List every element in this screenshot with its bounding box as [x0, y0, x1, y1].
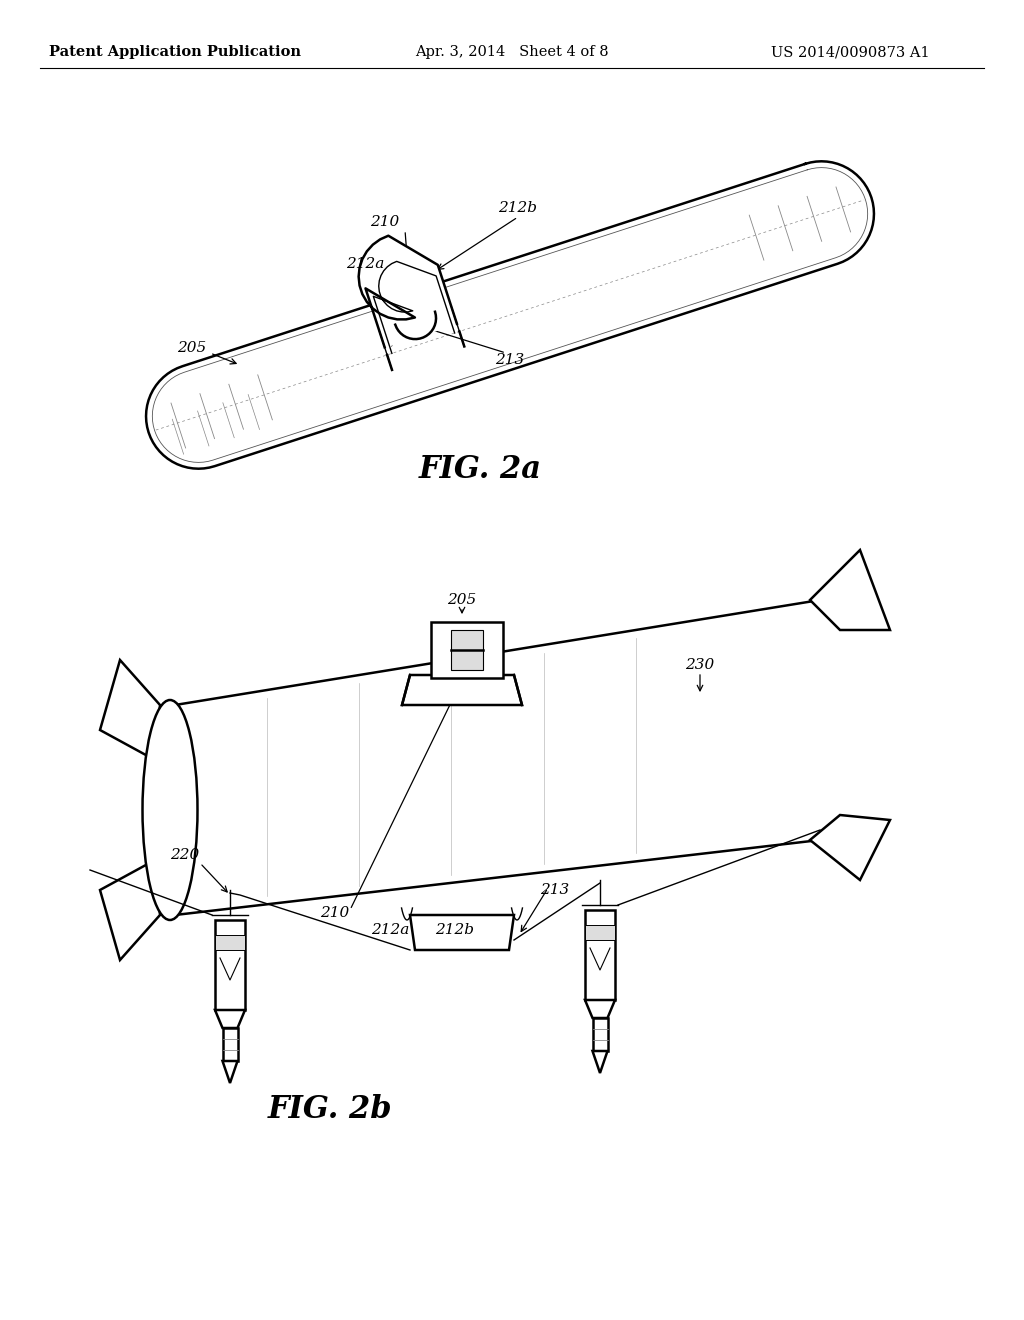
Polygon shape: [402, 675, 522, 705]
Text: FIG. 2b: FIG. 2b: [267, 1094, 392, 1126]
Polygon shape: [146, 161, 873, 469]
Polygon shape: [585, 909, 615, 1001]
Polygon shape: [215, 1010, 245, 1028]
Text: FIG. 2a: FIG. 2a: [419, 454, 542, 486]
Text: Apr. 3, 2014   Sheet 4 of 8: Apr. 3, 2014 Sheet 4 of 8: [415, 45, 609, 59]
Polygon shape: [215, 920, 245, 1010]
Polygon shape: [100, 660, 160, 760]
Text: 205: 205: [447, 593, 476, 607]
Text: 212b: 212b: [499, 201, 538, 215]
Text: 205: 205: [177, 341, 207, 355]
Polygon shape: [593, 1018, 607, 1051]
Text: 212a: 212a: [346, 257, 384, 271]
Ellipse shape: [142, 700, 198, 920]
Polygon shape: [593, 1051, 607, 1073]
Polygon shape: [222, 1028, 238, 1061]
Polygon shape: [585, 925, 615, 940]
Text: 210: 210: [371, 215, 399, 228]
Polygon shape: [451, 630, 483, 671]
Polygon shape: [358, 236, 457, 347]
Polygon shape: [215, 935, 245, 950]
Polygon shape: [410, 915, 514, 950]
Polygon shape: [100, 861, 160, 960]
Text: 213: 213: [541, 883, 569, 898]
Text: Patent Application Publication: Patent Application Publication: [49, 45, 301, 59]
Text: 213: 213: [496, 352, 524, 367]
Polygon shape: [431, 622, 504, 678]
Text: 212b: 212b: [435, 923, 474, 937]
Polygon shape: [175, 601, 820, 915]
Polygon shape: [810, 550, 890, 630]
Text: 212a: 212a: [371, 923, 410, 937]
Text: 220: 220: [170, 847, 200, 862]
Text: 210: 210: [321, 906, 349, 920]
Polygon shape: [222, 1061, 238, 1082]
Text: 230: 230: [685, 657, 715, 672]
Polygon shape: [810, 814, 890, 880]
Text: US 2014/0090873 A1: US 2014/0090873 A1: [771, 45, 930, 59]
Polygon shape: [585, 1001, 615, 1018]
